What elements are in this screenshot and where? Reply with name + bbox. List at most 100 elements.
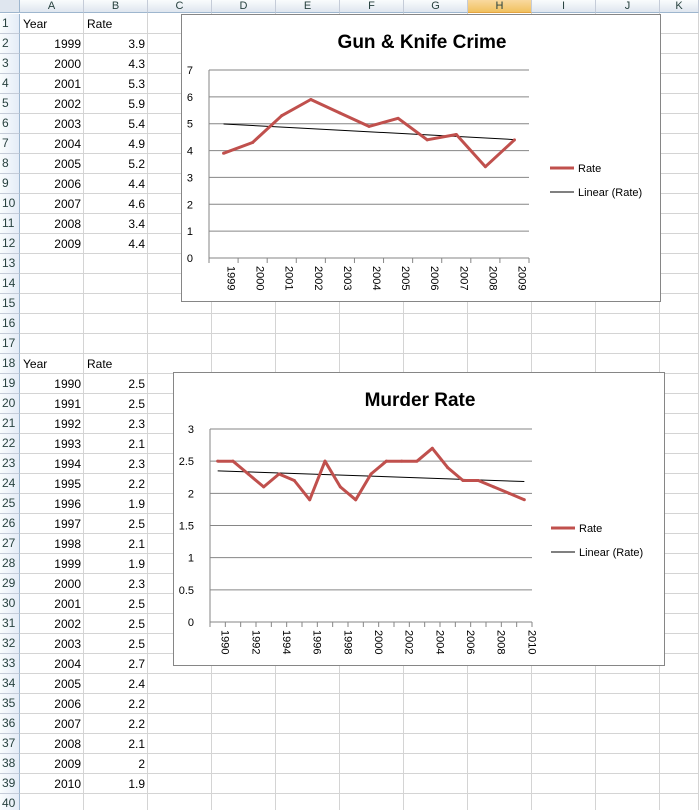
table1-year-cell[interactable]: 2001 (54, 77, 81, 91)
row-header-32[interactable]: 32 (0, 634, 20, 654)
table2-year-cell[interactable]: 2003 (54, 637, 81, 651)
table2-rate-cell[interactable]: 2 (138, 757, 145, 771)
column-header-b[interactable]: B (84, 0, 148, 13)
row-header-27[interactable]: 27 (0, 534, 20, 554)
row-header-36[interactable]: 36 (0, 714, 20, 734)
table2-year-cell[interactable]: 2010 (54, 777, 81, 791)
select-all-corner[interactable] (0, 0, 20, 13)
table1-rate-cell[interactable]: 3.9 (128, 37, 145, 51)
table1-rate-cell[interactable]: 4.6 (128, 197, 145, 211)
row-header-13[interactable]: 13 (0, 254, 20, 274)
table1-year-cell[interactable]: 2003 (54, 117, 81, 131)
table1-year-cell[interactable]: 1999 (54, 37, 81, 51)
table1-rate-cell[interactable]: 3.4 (128, 217, 145, 231)
table2-rate-cell[interactable]: 2.5 (128, 397, 145, 411)
row-header-38[interactable]: 38 (0, 754, 20, 774)
table1-year-cell[interactable]: 2006 (54, 177, 81, 191)
table2-rate-cell[interactable]: 2.2 (128, 697, 145, 711)
column-header-k[interactable]: K (660, 0, 699, 13)
column-header-h[interactable]: H (468, 0, 532, 13)
row-header-37[interactable]: 37 (0, 734, 20, 754)
table2-rate-cell[interactable]: 2.4 (128, 677, 145, 691)
row-header-11[interactable]: 11 (0, 214, 20, 234)
row-header-35[interactable]: 35 (0, 694, 20, 714)
table1-rate-cell[interactable]: 4.4 (128, 237, 145, 251)
row-header-31[interactable]: 31 (0, 614, 20, 634)
table2-rate-cell[interactable]: 2.5 (128, 597, 145, 611)
row-header-22[interactable]: 22 (0, 434, 20, 454)
table1-year-cell[interactable]: 2002 (54, 97, 81, 111)
table2-year-cell[interactable]: 2001 (54, 597, 81, 611)
table1-rate-cell[interactable]: 5.3 (128, 77, 145, 91)
row-header-20[interactable]: 20 (0, 394, 20, 414)
table2-rate-cell[interactable]: 2.1 (128, 737, 145, 751)
row-header-33[interactable]: 33 (0, 654, 20, 674)
table1-year-cell[interactable]: 2004 (54, 137, 81, 151)
row-header-16[interactable]: 16 (0, 314, 20, 334)
column-header-a[interactable]: A (20, 0, 84, 13)
table2-year-cell[interactable]: 2006 (54, 697, 81, 711)
row-header-2[interactable]: 2 (0, 34, 20, 54)
table2-rate-cell[interactable]: 1.9 (128, 557, 145, 571)
table2-header-year[interactable]: Year (23, 357, 48, 371)
column-header-j[interactable]: J (596, 0, 660, 13)
row-header-34[interactable]: 34 (0, 674, 20, 694)
row-header-15[interactable]: 15 (0, 294, 20, 314)
column-header-i[interactable]: I (532, 0, 596, 13)
table2-rate-cell[interactable]: 2.1 (128, 537, 145, 551)
chart-murder-rate[interactable]: Murder Rate 0 0.5 1 1.5 2 2.5 3 1990 1992 1994 1996… (173, 372, 665, 666)
table2-rate-cell[interactable]: 1.9 (128, 777, 145, 791)
table2-year-cell[interactable]: 1999 (54, 557, 81, 571)
table1-year-cell[interactable]: 2007 (54, 197, 81, 211)
table2-year-cell[interactable]: 2000 (54, 577, 81, 591)
row-header-17[interactable]: 17 (0, 334, 20, 354)
column-header-f[interactable]: F (340, 0, 404, 13)
table2-year-cell[interactable]: 2005 (54, 677, 81, 691)
row-header-26[interactable]: 26 (0, 514, 20, 534)
row-header-8[interactable]: 8 (0, 154, 20, 174)
table2-year-cell[interactable]: 1993 (54, 437, 81, 451)
table1-rate-cell[interactable]: 5.4 (128, 117, 145, 131)
row-header-6[interactable]: 6 (0, 114, 20, 134)
table1-rate-cell[interactable]: 5.9 (128, 97, 145, 111)
row-header-7[interactable]: 7 (0, 134, 20, 154)
table2-rate-cell[interactable]: 1.9 (128, 497, 145, 511)
table1-year-cell[interactable]: 2008 (54, 217, 81, 231)
row-header-24[interactable]: 24 (0, 474, 20, 494)
column-header-d[interactable]: D (212, 0, 276, 13)
table2-rate-cell[interactable]: 2.5 (128, 617, 145, 631)
row-header-25[interactable]: 25 (0, 494, 20, 514)
table2-rate-cell[interactable]: 2.3 (128, 457, 145, 471)
row-header-19[interactable]: 19 (0, 374, 20, 394)
table2-year-cell[interactable]: 2009 (54, 757, 81, 771)
row-header-9[interactable]: 9 (0, 174, 20, 194)
table2-rate-cell[interactable]: 2.5 (128, 377, 145, 391)
table2-year-cell[interactable]: 2008 (54, 737, 81, 751)
row-header-12[interactable]: 12 (0, 234, 20, 254)
row-header-10[interactable]: 10 (0, 194, 20, 214)
table1-header-year[interactable]: Year (23, 17, 48, 31)
table2-rate-cell[interactable]: 2.2 (128, 717, 145, 731)
row-header-3[interactable]: 3 (0, 54, 20, 74)
table2-year-cell[interactable]: 1996 (54, 497, 81, 511)
table2-year-cell[interactable]: 1995 (54, 477, 81, 491)
table1-year-cell[interactable]: 2000 (54, 57, 81, 71)
table2-year-cell[interactable]: 1994 (54, 457, 81, 471)
table1-year-cell[interactable]: 2009 (54, 237, 81, 251)
row-header-18[interactable]: 18 (0, 354, 20, 374)
table2-year-cell[interactable]: 1990 (54, 377, 81, 391)
table2-year-cell[interactable]: 1998 (54, 537, 81, 551)
row-header-4[interactable]: 4 (0, 74, 20, 94)
row-header-40[interactable]: 40 (0, 794, 20, 810)
column-header-e[interactable]: E (276, 0, 340, 13)
row-header-5[interactable]: 5 (0, 94, 20, 114)
table2-year-cell[interactable]: 1992 (54, 417, 81, 431)
table2-rate-cell[interactable]: 2.5 (128, 637, 145, 651)
row-header-29[interactable]: 29 (0, 574, 20, 594)
table2-rate-cell[interactable]: 2.3 (128, 417, 145, 431)
table2-year-cell[interactable]: 2004 (54, 657, 81, 671)
row-header-23[interactable]: 23 (0, 454, 20, 474)
table2-year-cell[interactable]: 2002 (54, 617, 81, 631)
table2-year-cell[interactable]: 2007 (54, 717, 81, 731)
